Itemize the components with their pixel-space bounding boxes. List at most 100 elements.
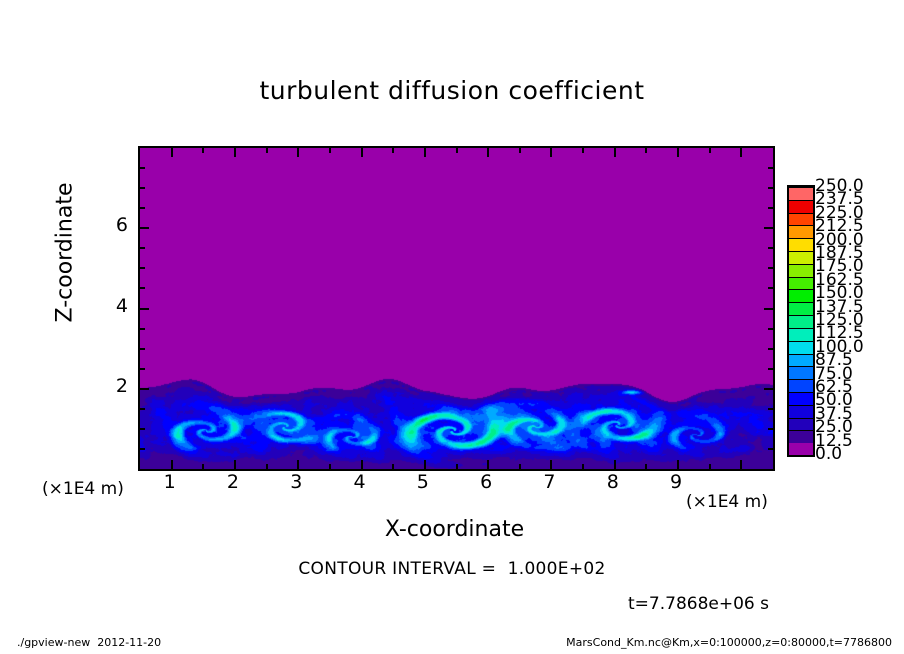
y-axis-tick [140,207,145,210]
colorbar-tick-label: 150.0 [815,283,864,304]
x-axis-tick [708,148,711,153]
colorbar-tick-label: 200.0 [815,229,864,250]
colorbar-band [789,302,813,316]
colorbar-tick-label: 112.5 [815,323,864,344]
y-axis-tick [764,307,773,310]
x-axis-tick [360,148,363,157]
x-axis-tick [455,148,458,153]
colorbar-band [789,379,813,392]
x-axis-tick-label: 3 [290,471,303,493]
y-axis-tick [768,247,773,250]
colorbar-band [789,417,813,431]
x-axis-tick [613,460,616,469]
x-axis-tick [360,460,363,469]
colorbar-band [789,186,813,200]
y-axis-tick [140,187,145,190]
colorbar-band [789,430,813,444]
x-axis-unit-label: (×1E4 m) [686,492,768,512]
colorbar-tick-label: 75.0 [815,363,853,384]
colorbar-tick-label: 137.5 [815,296,864,317]
colorbar-band [789,366,813,380]
x-axis-tick [202,148,205,153]
colorbar-tick-label: 37.5 [815,403,853,424]
y-axis-tick [764,227,773,230]
y-axis-tick [768,447,773,450]
x-axis-tick [202,464,205,469]
colorbar-band [789,353,813,367]
y-axis-tick [768,287,773,290]
x-axis-tick [518,464,521,469]
colorbar-band [789,443,813,455]
x-axis-tick-label: 9 [670,471,683,493]
colorbar-tick-label: 225.0 [815,202,864,223]
y-axis-tick [768,167,773,170]
x-axis-tick [708,464,711,469]
x-axis-tick [645,464,648,469]
x-axis-tick [582,464,585,469]
x-axis-tick [297,460,300,469]
x-axis-tick [645,148,648,153]
x-axis-tick [677,148,680,157]
y-axis-tick [768,207,773,210]
x-axis-tick [423,148,426,157]
y-axis-tick-label: 2 [115,374,128,397]
x-axis-tick [265,148,268,153]
colorbar-band [789,391,813,405]
y-axis-tick [140,407,145,410]
colorbar-band [789,340,813,354]
y-axis-tick [140,347,145,350]
colorbar-tick-label: 187.5 [815,243,864,263]
colorbar-tick-label: 100.0 [815,336,864,357]
y-axis-tick [140,427,145,430]
x-axis-tick [233,460,236,469]
y-axis-unit-label: (×1E4 m) [42,479,124,499]
y-axis-tick [768,427,773,430]
x-axis-tick [297,148,300,157]
x-axis-title: X-coordinate [384,517,525,542]
page-title: turbulent diffusion coefficient [259,76,645,105]
colorbar-tick-label: 12.5 [815,430,853,451]
colorbar-tick-label: 125.0 [815,310,864,330]
colorbar-tick-label: 250.0 [815,176,864,196]
y-axis-tick [140,387,149,390]
colorbar-band [789,251,813,264]
x-axis-tick [582,148,585,153]
x-axis-tick-label: 7 [543,471,556,493]
x-axis-tick [392,464,395,469]
colorbar-tick-label: 212.5 [815,216,864,237]
x-axis-tick [455,464,458,469]
plot-area [138,146,775,471]
colorbar-band [789,263,813,277]
colorbar-tick-label: 25.0 [815,417,853,438]
y-axis-tick [140,267,145,270]
colorbar-band [789,315,813,328]
x-axis-tick [170,148,173,157]
y-axis-tick [140,367,145,370]
y-axis-tick [768,187,773,190]
y-axis-tick [768,347,773,350]
y-axis-tick [140,447,145,450]
x-axis-tick [423,460,426,469]
turbulence-field-heatmap [140,148,773,469]
y-axis-tick [140,287,145,290]
y-axis-tick [140,167,145,170]
time-annotation: t=7.7868e+06 s [628,594,769,614]
colorbar-tick-label: 162.5 [815,269,864,290]
colorbar-band [789,225,813,239]
colorbar-band [789,199,813,213]
x-axis-tick [550,148,553,157]
x-axis-tick-label: 6 [480,471,493,493]
x-axis-tick-label: 4 [353,471,366,493]
y-axis-tick [140,227,149,230]
x-axis-tick [740,148,743,157]
x-axis-tick [265,464,268,469]
y-axis-tick [764,387,773,390]
y-axis-tick [140,327,145,330]
x-axis-tick-label: 8 [606,471,619,493]
colorbar-tick-label: 175.0 [815,256,864,277]
colorbar-tick-label: 237.5 [815,189,864,210]
colorbar-band [789,289,813,303]
x-axis-tick [233,148,236,157]
y-axis-tick-label: 4 [115,294,128,317]
colorbar-band [789,327,813,341]
